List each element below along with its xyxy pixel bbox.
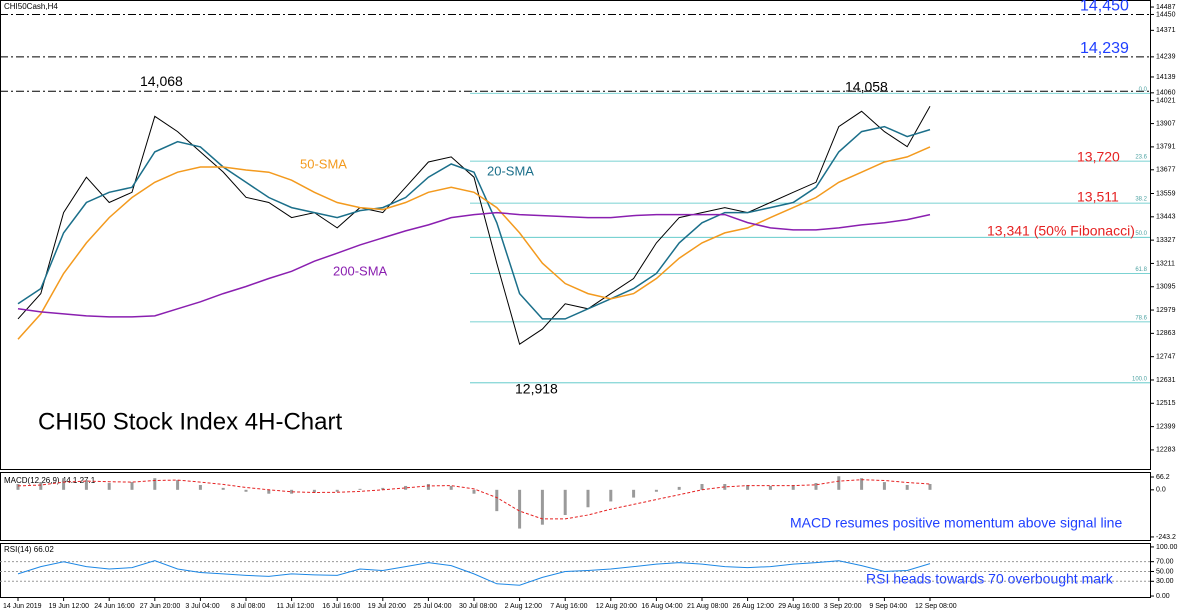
y-tick-label: 12631 (1156, 377, 1176, 384)
y-tick-label: 14239 (1156, 54, 1176, 61)
x-tick-label: 3 Jul 04:00 (185, 603, 219, 610)
y-tick-label: 14060 (1156, 90, 1176, 97)
fib-label: 78.6 (1135, 315, 1147, 321)
annotation: 13,511 (1077, 189, 1119, 205)
x-tick-label: 19 Jul 20:00 (368, 603, 406, 610)
x-tick-label: 11 Jul 12:00 (277, 603, 315, 610)
y-tick-label: 0.0 (1156, 487, 1166, 494)
y-tick-label: 12863 (1156, 330, 1176, 337)
x-tick-label: 8 Jul 08:00 (231, 603, 265, 610)
sma-label: 50-SMA (300, 156, 347, 171)
macd-note: MACD resumes positive momentum above sig… (790, 515, 1122, 531)
annotation: 13,720 (1077, 149, 1120, 165)
x-tick-label: 12 Aug 20:00 (596, 603, 637, 610)
y-tick-label: 13559 (1156, 190, 1176, 197)
y-tick-label: 14450 (1156, 11, 1176, 18)
y-tick-label: 12399 (1156, 423, 1176, 430)
annotation: 12,918 (515, 381, 558, 397)
y-tick-label: 14021 (1156, 98, 1176, 105)
y-tick-label: 13907 (1156, 120, 1176, 127)
y-tick-label: 0.00 (1156, 593, 1170, 600)
x-tick-label: 14 Jun 2019 (3, 603, 42, 610)
x-tick-label: 19 Jun 12:00 (49, 603, 90, 610)
sma-label: 200-SMA (333, 263, 388, 278)
chart-title: CHI50 Stock Index 4H-Chart (38, 408, 342, 435)
y-tick-label: 12283 (1156, 447, 1176, 454)
y-tick-label: 13677 (1156, 167, 1176, 174)
x-tick-label: 12 Sep 08:00 (915, 603, 957, 610)
rsi-panel (0, 543, 1151, 598)
x-tick-label: 25 Jul 04:00 (413, 603, 451, 610)
y-tick-label: 30.00 (1156, 578, 1174, 585)
rsi-note: RSI heads towards 70 overbought mark (866, 571, 1114, 587)
rsi-line (17, 560, 931, 586)
level-label: 14,450 (1080, 0, 1129, 15)
fib-label: 100.0 (1132, 376, 1148, 382)
x-tick-label: 3 Sep 20:00 (824, 603, 862, 610)
x-tick-label: 27 Jun 20:00 (140, 603, 181, 610)
y-tick-label: 50.00 (1156, 568, 1174, 575)
x-tick-label: 30 Jul 08:00 (459, 603, 497, 610)
x-tick-label: 7 Aug 16:00 (550, 603, 587, 610)
fib-label: 50.0 (1135, 231, 1147, 237)
y-tick-label: 12979 (1156, 307, 1176, 314)
y-tick-label: 12747 (1156, 354, 1176, 361)
x-tick-label: 16 Jul 16:00 (322, 603, 360, 610)
y-tick-label: 70.00 (1156, 559, 1174, 566)
y-tick-label: 66.2 (1156, 474, 1170, 481)
x-tick-label: 26 Aug 12:00 (733, 603, 774, 610)
level-label: 14,239 (1080, 40, 1129, 57)
y-tick-label: 14139 (1156, 74, 1176, 81)
signal-line (17, 479, 931, 520)
fib-label: 0.0 (1139, 87, 1148, 93)
macd-panel (0, 472, 1151, 541)
y-tick-label: 12515 (1156, 400, 1176, 407)
y-tick-label: 14371 (1156, 27, 1176, 34)
x-tick-label: 2 Aug 12:00 (505, 603, 542, 610)
y-tick-label: -243.2 (1156, 534, 1176, 541)
symbol: CHI50Cash,H4 (4, 2, 58, 11)
x-tick-label: 9 Sep 04:00 (869, 603, 907, 610)
sma-line (17, 146, 931, 340)
fib-label: 61.8 (1135, 267, 1147, 273)
sma-label: 20-SMA (487, 163, 534, 178)
y-tick-label: 13443 (1156, 214, 1176, 221)
x-tick-label: 24 Jun 16:00 (94, 603, 135, 610)
x-tick-label: 29 Aug 16:00 (778, 603, 819, 610)
x-tick-label: 21 Aug 08:00 (687, 603, 728, 610)
y-tick-label: 13791 (1156, 144, 1176, 151)
macd-title: MACD(12,26,9) 44.1 27.1 (4, 476, 96, 485)
y-tick-label: 13211 (1156, 260, 1175, 267)
main-panel (0, 0, 1151, 470)
sma-line (17, 125, 931, 320)
y-tick-label: 13327 (1156, 237, 1176, 244)
y-tick-label: 14487 (1156, 4, 1176, 11)
fib-label: 23.6 (1135, 155, 1147, 161)
price-line (17, 106, 931, 345)
y-tick-label: 100.00 (1156, 544, 1178, 551)
rsi-title: RSI(14) 66.02 (4, 545, 54, 554)
annotation: 14,058 (845, 79, 888, 95)
x-tick-label: 16 Aug 04:00 (641, 603, 682, 610)
y-tick-label: 13095 (1156, 284, 1176, 291)
level-label: 14,068 (140, 73, 183, 89)
annotation: 13,341 (50% Fibonacci) (987, 223, 1135, 239)
sma-line (17, 211, 931, 318)
fib-label: 38.2 (1135, 197, 1147, 203)
